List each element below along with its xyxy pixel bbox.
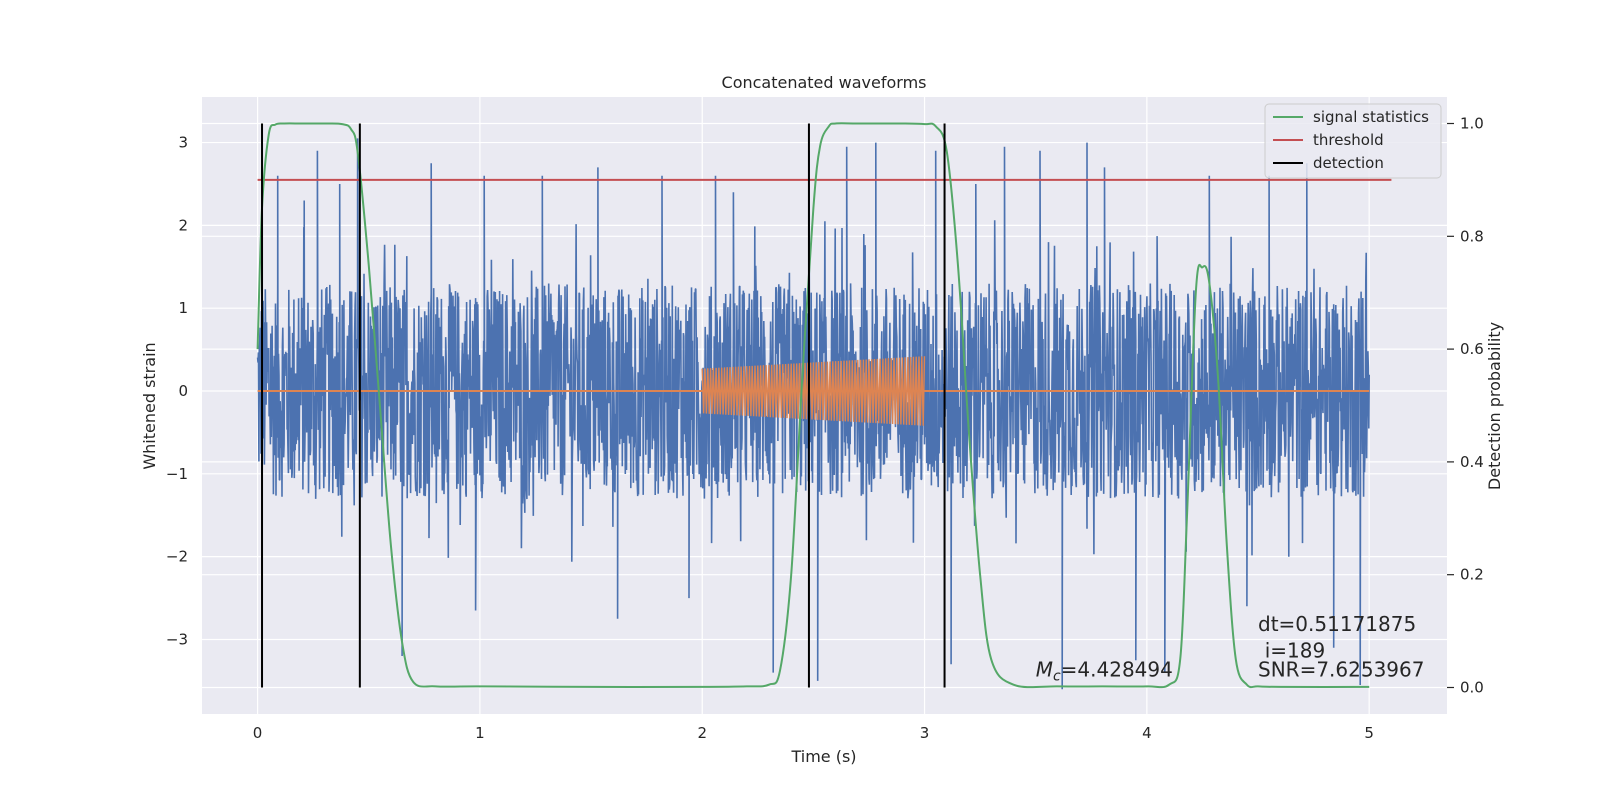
y-axis-label: Whitened strain — [140, 342, 159, 469]
x-tick-label: 4 — [1142, 724, 1152, 742]
x-tick-label: 5 — [1364, 724, 1374, 742]
y-right-tick-label: 0.6 — [1460, 340, 1484, 358]
x-tick-label: 1 — [475, 724, 485, 742]
y-tick-label: 3 — [178, 134, 188, 152]
y-axis-right: 0.0 0.2 0.4 0.6 0.8 1.0 — [1447, 115, 1484, 696]
legend-entry-signal-statistics: signal statistics — [1273, 108, 1429, 126]
annotation-snr: SNR=7.6253967 — [1258, 658, 1424, 682]
y-right-tick-label: 0.8 — [1460, 227, 1484, 245]
y-right-tick-label: 0.0 — [1460, 678, 1484, 696]
y-tick-label: −3 — [166, 630, 188, 648]
y-axis-left: −3 −2 −1 0 1 2 3 — [166, 134, 188, 649]
x-tick-label: 0 — [253, 724, 263, 742]
x-axis: 0 1 2 3 4 5 — [253, 724, 1374, 742]
detection-lines — [261, 123, 946, 688]
y-tick-label: −1 — [166, 465, 188, 483]
annotation-chirp-mass: Mc=4.428494 — [1036, 658, 1173, 685]
y-axis-right-label: Detection probability — [1485, 322, 1504, 490]
annotation-symbol: M — [1036, 658, 1053, 682]
y-tick-label: 0 — [178, 382, 188, 400]
x-tick-label: 3 — [920, 724, 930, 742]
annotation-dt: dt=0.51171875 — [1258, 612, 1416, 636]
y-tick-label: 1 — [178, 299, 188, 317]
y-tick-label: −2 — [166, 548, 188, 566]
legend-entry-threshold: threshold — [1273, 131, 1384, 149]
signal-statistics-line — [256, 122, 1370, 689]
y-right-tick-label: 1.0 — [1460, 115, 1484, 133]
annotation-value: =4.428494 — [1061, 658, 1173, 682]
y-right-tick-label: 0.2 — [1460, 566, 1484, 584]
x-tick-label: 2 — [697, 724, 707, 742]
injected-waveform-line — [701, 356, 926, 426]
legend-label: detection — [1313, 154, 1384, 172]
legend: signal statistics threshold detection — [1264, 103, 1442, 179]
annotation-index: i=189 — [1265, 639, 1326, 663]
legend-box — [1264, 103, 1442, 179]
y-tick-label: 2 — [178, 216, 188, 234]
y-right-tick-label: 0.4 — [1460, 453, 1484, 471]
legend-label: threshold — [1313, 131, 1384, 149]
legend-entry-detection: detection — [1273, 154, 1384, 172]
whitened-strain-series — [256, 138, 1370, 690]
legend-label: signal statistics — [1313, 108, 1429, 126]
chart-title: Concatenated waveforms — [722, 73, 927, 92]
annotation-subscript: c — [1053, 669, 1061, 685]
x-axis-label: Time (s) — [790, 747, 856, 766]
strain-line — [256, 138, 1370, 690]
